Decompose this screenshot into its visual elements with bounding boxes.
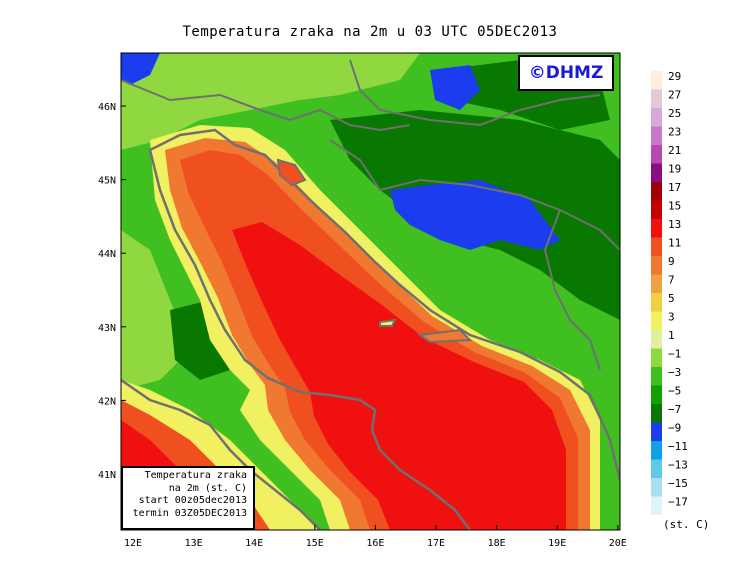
light-green-area-north xyxy=(121,53,420,150)
info-line-2: na 2m (st. C) xyxy=(168,482,247,494)
lat-tick-label: 46N xyxy=(98,102,116,113)
temperature-field xyxy=(121,53,620,530)
adriatic-red-core xyxy=(232,222,566,530)
lon-tick-label: 13E xyxy=(185,538,203,549)
tyrrhenian-coastline xyxy=(121,378,321,530)
lon-tick-label: 20E xyxy=(609,538,627,549)
country-border-4 xyxy=(543,209,601,371)
map-title: Temperatura zraka na 2m u 03 UTC 05DEC20… xyxy=(182,24,558,40)
lon-tick-label: 18E xyxy=(488,538,506,549)
dhmz-logo: ©DHMZ xyxy=(518,55,614,91)
info-box: Temperatura zraka na 2m (st. C) start 00… xyxy=(121,466,255,530)
lat-tick-label: 42N xyxy=(98,396,116,407)
lon-tick-label: 19E xyxy=(548,538,566,549)
cold-area-bosnia xyxy=(390,180,560,250)
info-line-1: Temperatura zraka xyxy=(144,470,247,481)
info-line-3: start 00z05dec2013 xyxy=(138,495,247,506)
lon-tick-label: 17E xyxy=(427,538,445,549)
adriatic-coastline xyxy=(149,128,620,481)
lon-tick-label: 14E xyxy=(245,538,263,549)
italy-coastline xyxy=(148,149,471,530)
cold-area-pannonia xyxy=(430,65,480,110)
lat-tick-label: 43N xyxy=(98,323,116,334)
info-line-4: termin 03Z05DEC2013 xyxy=(132,507,247,519)
lon-tick-label: 15E xyxy=(306,538,324,549)
lat-tick-label: 45N xyxy=(98,176,116,187)
map-frame xyxy=(120,52,621,531)
lon-tick-label: 16E xyxy=(366,538,384,549)
country-border-1 xyxy=(121,79,411,132)
country-border-3 xyxy=(349,59,601,127)
island-brac xyxy=(379,318,397,327)
light-green-area-west xyxy=(121,230,190,390)
cold-area-alps xyxy=(121,53,160,85)
lat-tick-label: 41N xyxy=(98,470,116,481)
country-border-2 xyxy=(329,139,620,251)
island-krk xyxy=(276,158,307,187)
lon-tick-label: 12E xyxy=(124,538,142,549)
lat-tick-label: 44N xyxy=(98,249,116,260)
island-hvar xyxy=(417,328,473,344)
